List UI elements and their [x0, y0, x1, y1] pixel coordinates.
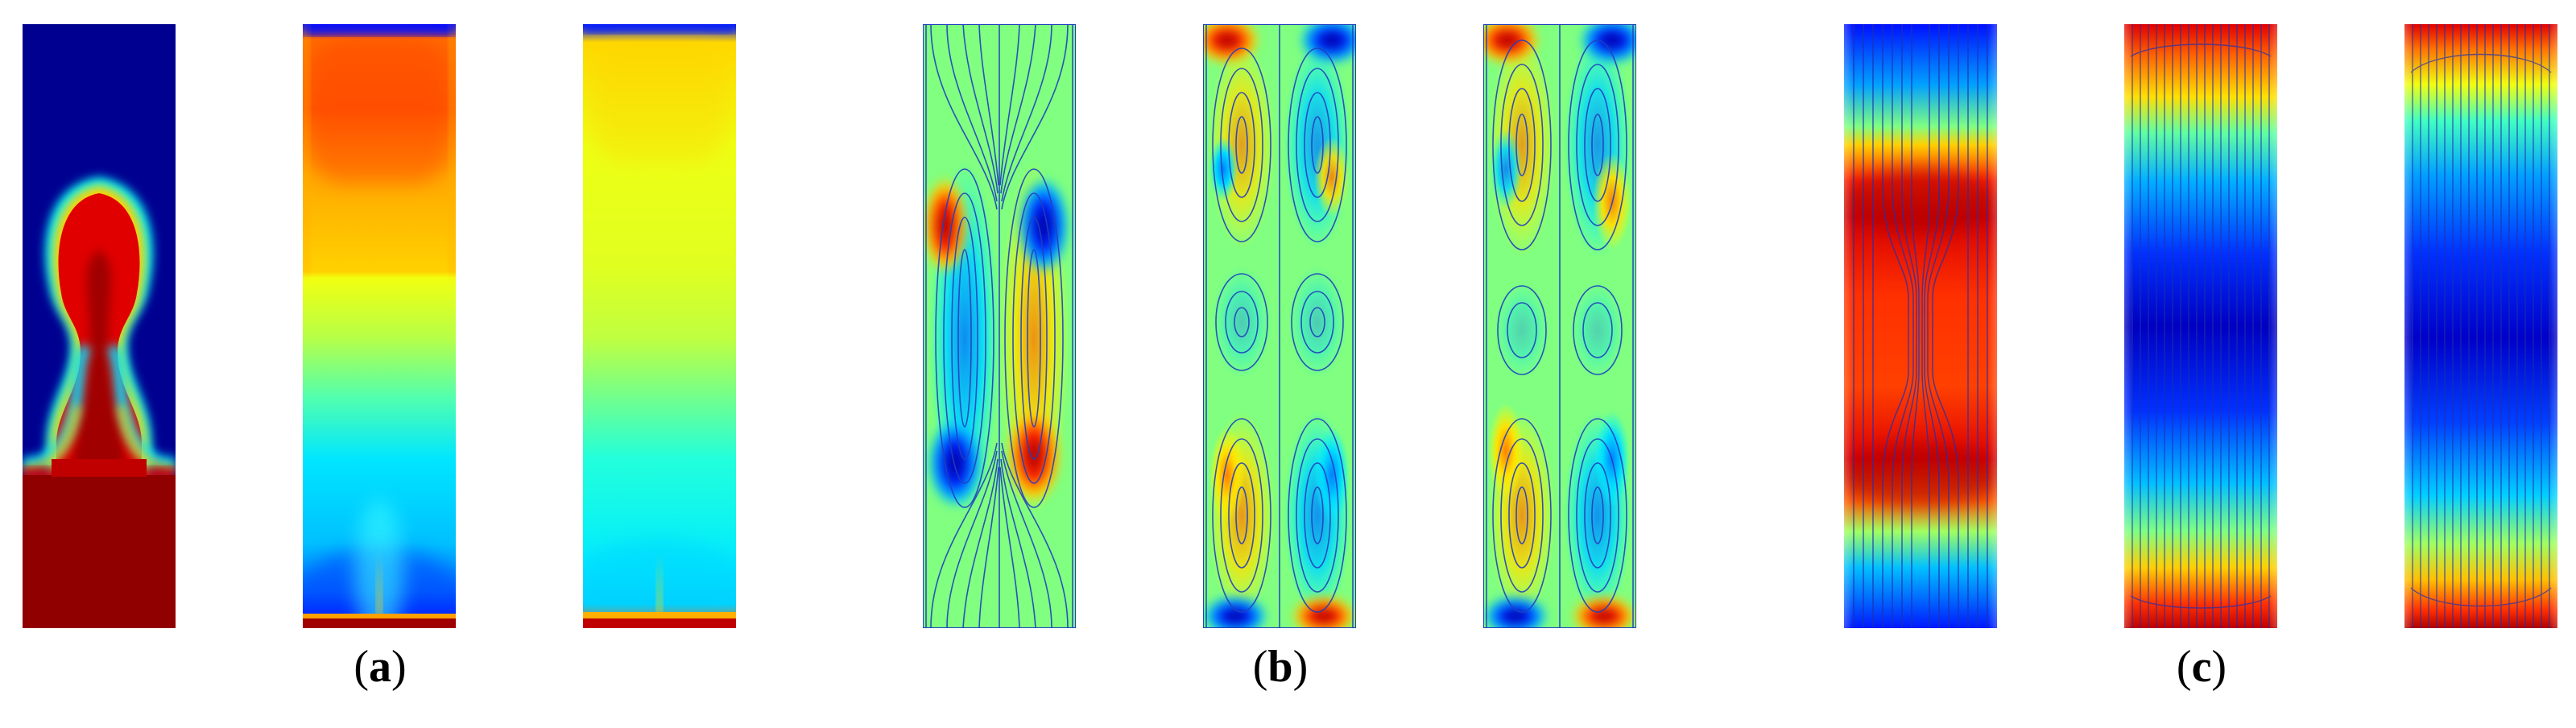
panel-c3	[2404, 24, 2557, 628]
panel-a3	[583, 24, 736, 628]
panel-a1	[23, 24, 176, 628]
panel-b1	[923, 24, 1076, 628]
caption-a: (a)	[354, 642, 407, 692]
panel-b2	[1203, 24, 1356, 628]
panel-c2	[2124, 24, 2277, 628]
caption-b: (b)	[1252, 642, 1309, 692]
panel-c1	[1844, 24, 1997, 628]
panel-a2	[303, 24, 456, 628]
panel-b3	[1483, 24, 1636, 628]
caption-c: (c)	[2176, 642, 2227, 692]
